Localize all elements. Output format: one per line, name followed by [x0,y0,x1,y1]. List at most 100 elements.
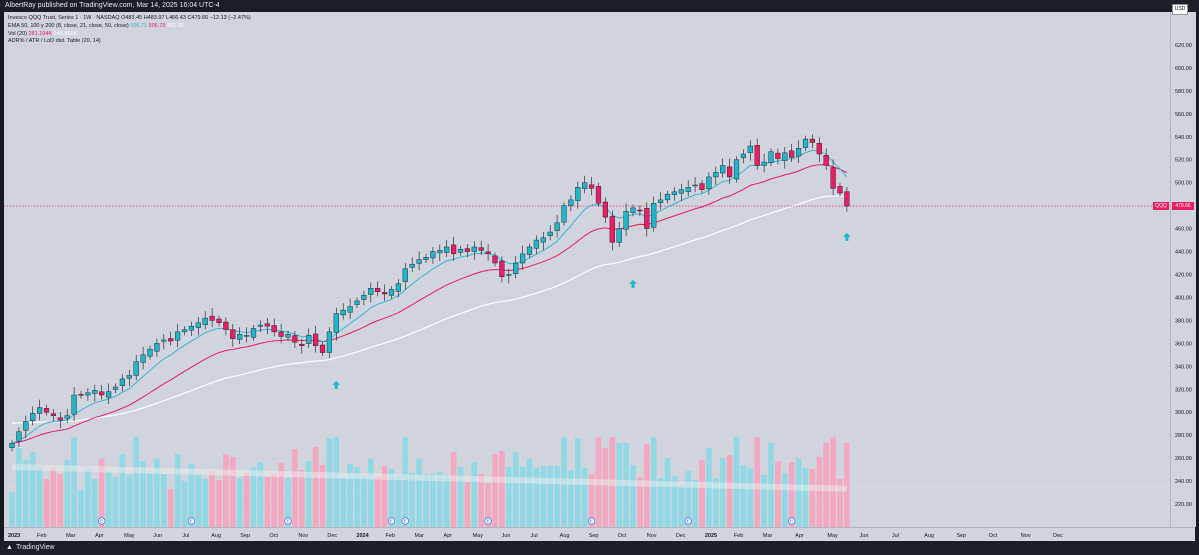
volume-bar [733,437,740,527]
volume-bar [29,452,36,527]
candle-body [575,187,581,201]
price-tick: 580.00 [1175,89,1192,95]
time-tick: Nov [298,533,308,539]
currency-button[interactable]: USD [1172,4,1188,15]
candle-body [64,415,70,419]
volume-bar [409,473,415,527]
volume-bar [285,478,291,527]
volume-bar [685,471,691,527]
candle-body [285,333,291,338]
price-tick: 420.00 [1175,273,1192,279]
volume-bar [492,454,498,527]
candle-body [582,182,588,189]
candle-body [823,155,829,166]
time-axis[interactable]: 2023 Feb Mar Apr May Jun Jul Aug Sep Oct Nov Dec 202… [4,527,1195,542]
volume-bar [78,490,84,527]
candle-body [768,151,774,163]
earnings-marker: E [484,517,492,525]
volume-bar [506,467,512,527]
volume-bar [319,465,326,527]
price-tick: 600.00 [1175,66,1192,72]
volume-bar [464,482,471,527]
earnings-label: E [286,519,289,524]
volume-bar [719,458,726,527]
volume-bar [23,460,29,527]
candle-body [16,431,22,442]
candle-body [802,138,809,148]
chart-pane[interactable]: E E E E E E E E E Invesco QQQ Trust, Series 1 · … [4,12,1170,527]
candle-body [775,152,781,159]
candle-body [533,239,540,249]
volume-bar [305,461,312,527]
volume-bar [236,478,243,527]
volume-bars [9,437,850,527]
volume-bar [726,455,733,527]
candle-body [243,335,250,337]
candle-body [340,309,346,316]
candle-body [782,152,788,161]
time-tick: Sep [589,533,599,539]
candle-body [161,339,167,342]
volume-bar [368,459,374,527]
ema8-line [11,149,848,444]
time-tick: Aug [924,533,934,539]
legend-adr: ADR% / ATR / LoD dist. Table (20, 14) [8,38,101,45]
volume-bar [161,474,167,527]
candle-body [796,148,802,157]
footer-brand: TradingView [16,544,55,551]
last-price-label: 479.66 [1172,202,1194,211]
time-tick: Jul [892,533,899,539]
candle-body [540,237,546,243]
candle-body [395,283,402,292]
time-tick: Aug [560,533,570,539]
ema21-line [11,164,848,444]
candle-body [299,344,305,346]
candle-body [554,222,560,231]
candle-body [313,333,319,346]
candle-body [250,328,257,338]
time-tick: Jul [182,533,189,539]
price-axis[interactable]: 220.00 240.00 260.00 280.00 300.00 320.00 340.… [1170,12,1196,527]
volume-bar [512,452,519,527]
price-tick: 620.00 [1175,43,1192,49]
volume-bar [43,479,50,527]
candle-body [713,172,719,178]
volume-bar [395,475,402,527]
volume-bar [775,461,781,527]
volume-bar [271,474,277,527]
candle-body [485,251,491,255]
candle-body [181,329,188,333]
volume-bar [105,471,112,527]
volume-bar [223,454,229,527]
volume-bar [326,438,333,527]
candle-body [37,407,43,414]
volume-bar [57,474,64,527]
volume-bar [457,467,464,527]
candle-body [513,262,519,275]
volume-bar [188,464,195,527]
time-tick: Feb [37,533,46,539]
volume-bar [830,437,836,527]
volume-bar [195,473,202,527]
volume-bar [64,460,70,527]
tradingview-logo-icon: ▲ [6,544,13,551]
legend-ema-label: EMA 50, 100 y 200 (8, close, 21, close, … [8,22,129,29]
volume-bar [202,479,208,527]
volume-bar [181,481,188,527]
volume-bar [312,447,319,527]
candle-body [71,394,77,415]
volume-bar [471,462,478,527]
earnings-circle [401,517,409,525]
candle-body [140,354,146,363]
time-tick: Mar [66,533,76,539]
candle-body [830,167,836,189]
legend-ema: EMA 50, 100 y 200 (8, close, 21, close, … [8,23,251,31]
candle-body [402,268,408,282]
time-tick: Dec [1053,533,1063,539]
candle-body [354,300,360,305]
candle-body [637,209,643,212]
candle-body [761,161,767,166]
candle-body [23,421,29,431]
volume-bar [209,471,215,527]
